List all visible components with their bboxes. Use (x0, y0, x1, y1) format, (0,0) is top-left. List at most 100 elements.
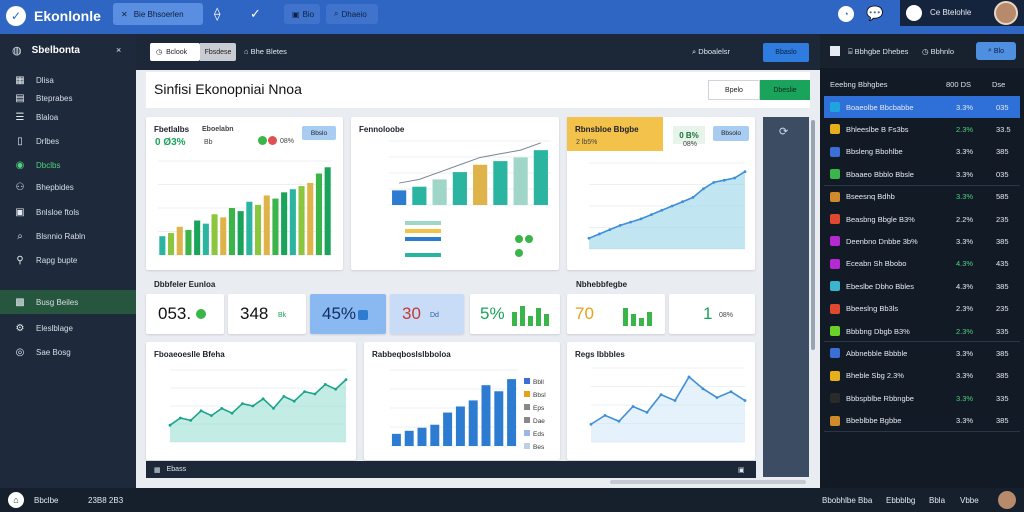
rpanel-row[interactable]: Deenbno Dnbbe 3b% 3.3% 385 (824, 230, 1020, 252)
rpanel-row-name: Abbnebble Bbbble (846, 348, 908, 358)
kpi-card-3[interactable]: 45% (310, 294, 386, 334)
vertical-scrollbar[interactable] (811, 120, 815, 350)
card-sub: 2 lb5% (576, 139, 598, 146)
rpanel-row[interactable]: Bbsleng Bbohlbe 3.3% 385 (824, 141, 1020, 163)
rpanel-row[interactable]: Bbbbng Dbgb B3% 2.3% 335 (824, 320, 1020, 342)
card-pct: 08% (280, 138, 295, 145)
bar (237, 211, 244, 255)
data-point (303, 390, 306, 393)
asset-icon (830, 214, 840, 224)
app-logo-icon[interactable]: ✓ (6, 6, 26, 26)
bottom-r3[interactable]: Bbla (929, 496, 946, 505)
sidebar-item-9[interactable]: ▩ Busg Beiles (0, 290, 136, 314)
rpanel-row[interactable]: Bheble Sbg 2.3% 3.3% 385 (824, 365, 1020, 387)
bar (443, 412, 453, 446)
area-fill (589, 171, 745, 249)
page-header: Sinfisi Ekonopniai Nnoa Bpelo Dbeslie (146, 72, 810, 108)
rpanel-row-name: Boaeolbe Bbcbabbe (846, 102, 914, 112)
sidebar-item-4[interactable]: ◉ Dbclbs (15, 159, 61, 171)
data-point (660, 208, 664, 212)
bar (494, 391, 504, 446)
rpanel-button[interactable]: ⌕ Blo (976, 42, 1016, 60)
card-bottom-1: Fboaeoeslle Bfeha (146, 342, 356, 460)
graph-icon[interactable]: ⟠ (214, 6, 221, 21)
rpanel-row-value: 3.3% (956, 393, 974, 403)
rpanel-row[interactable]: Bbeblbbe Bgbbe 3.3% 385 (824, 410, 1020, 432)
horizontal-scrollbar[interactable] (610, 480, 806, 484)
rpanel-row-name: Bseesnq Bdhb (846, 192, 895, 202)
bar (324, 167, 331, 255)
bar (194, 220, 201, 255)
bar (202, 223, 209, 255)
sidebar-item-10[interactable]: ⚙ Eleslblage (15, 322, 73, 334)
rpanel-row[interactable]: Bbaaeo Bbblo Bbsle 3.3% 035 (824, 163, 1020, 185)
secondary-button[interactable]: Bpelo (708, 80, 760, 100)
folder-icon: ▩ (15, 296, 25, 308)
bar (417, 427, 427, 446)
rpanel-row-value2: 385 (996, 147, 1009, 157)
data-point (670, 204, 674, 208)
nav-button-3[interactable]: ⌕ Dhaeio (326, 4, 378, 24)
data-point (681, 200, 684, 204)
sub-link[interactable]: ⌂ Bhe Bletes (244, 47, 287, 56)
rpanel-row-value2: 385 (996, 348, 1009, 358)
rpanel-row-value2: 385 (996, 236, 1009, 246)
clock-icon: ◷ (156, 49, 163, 56)
chat-icon[interactable]: 💬 (866, 5, 884, 21)
primary-button[interactable]: Dbeslie (760, 80, 810, 100)
sidebar-item-11[interactable]: ◎ Sae Bosg (15, 346, 71, 358)
rpanel-row[interactable]: Boaeolbe Bbcbabbe 3.3% 035 (824, 96, 1020, 118)
rpanel-row[interactable]: Bbbspblbe Rbbngbe 3.3% 335 (824, 387, 1020, 409)
rpanel-row-value2: 035 (996, 169, 1009, 179)
user-area[interactable]: Ce Btelohle (900, 0, 1024, 26)
rpanel-row[interactable]: Bbeeslng Bb3ls 2.3% 235 (824, 298, 1020, 320)
check-icon[interactable]: ✓ (250, 6, 261, 21)
rpanel-row[interactable]: Beasbng Bbgle B3% 2.2% 235 (824, 208, 1020, 230)
sidebar-item-3[interactable]: ▯ Drlbes (0, 131, 136, 151)
bar (404, 430, 414, 446)
rpanel-row-name: Bhleeslbe B Fs3bs (846, 124, 909, 134)
rpanel-row-value: 3.3% (956, 416, 974, 426)
bottom-r2[interactable]: Ebbblbg (886, 496, 916, 505)
kpi-card-4[interactable]: 30 Dd (390, 294, 464, 334)
sidebar-item-5[interactable]: ⚇ Bhepbides (15, 181, 74, 193)
bar (272, 198, 279, 255)
avatar-small[interactable] (998, 491, 1016, 509)
tab-files[interactable]: Fbsdese (200, 43, 236, 61)
rpanel-row-value2: 335 (996, 393, 1009, 403)
rpanel-row[interactable]: Abbnebble Bbbble 3.3% 385 (824, 342, 1020, 364)
rpanel-row[interactable]: Ebeslbe Dbho Bbles 4.3% 385 (824, 275, 1020, 297)
expand-icon[interactable]: ▣ (738, 466, 745, 474)
sidebar-item-2[interactable]: ☰ Blaloa (15, 111, 59, 123)
side-scroll-panel[interactable]: ⟳ (763, 117, 809, 477)
refresh-icon[interactable]: ⟳ (779, 126, 789, 138)
bar-chart-1 (158, 160, 332, 256)
tab-clock[interactable]: ◷ Bclook (150, 43, 200, 61)
right-panel: ⌸ Bbhgbe Dhebes ◷ Bbhnlo ⌕ Blo Eeebng Bbh… (820, 34, 1024, 488)
sidebar-item-6[interactable]: ▣ Bnlsloe ftols (15, 206, 80, 218)
status-dot-icon (258, 136, 267, 145)
rpanel-row[interactable]: Eceabn Sh Bbobo 4.3% 435 (824, 253, 1020, 275)
rpanel-row[interactable]: Bhleeslbe B Fs3bs 2.3% 33.5 (824, 118, 1020, 140)
sidebar-item-0[interactable]: ▦ Dlisa (15, 74, 54, 86)
app-mini-icon[interactable]: ⌂ (8, 492, 24, 508)
rpanel-row[interactable]: Bseesnq Bdhb 3.3% 585 (824, 186, 1020, 208)
bottom-r1[interactable]: Bbobhlbe Bba (822, 496, 873, 505)
bottom-bar: ⌂ Bbclbe 23B8 2B3 Bbobhlbe Bba Ebbblbg B… (0, 488, 1024, 512)
rpanel-row-value: 2.2% (956, 214, 974, 224)
nav-button-1[interactable]: ✕ Bie Bhsoerlen (113, 3, 203, 25)
avatar[interactable] (994, 1, 1018, 25)
kpi6-mini-bars (623, 308, 652, 326)
bottom-r4[interactable]: Vbbe (960, 496, 979, 505)
user-label: Ce Btelohle (930, 8, 972, 17)
subbar-action-button[interactable]: Bbaslo (763, 43, 809, 62)
card-button[interactable]: Bbslo (302, 126, 336, 140)
sidebar-close-button[interactable]: × (116, 45, 122, 55)
sidebar-item-8[interactable]: ⚲ Rapg bupte (0, 250, 136, 270)
sidebar-item-1[interactable]: ▤ Bteprabes (15, 92, 73, 104)
sidebar-item-7[interactable]: ⌕ Blsnnio Rabln (0, 226, 136, 246)
subbar-search[interactable]: ⌕ Dboalelsr (692, 47, 730, 56)
card-button[interactable]: Bbsolo (713, 126, 749, 141)
notification-icon[interactable]: ◔ (838, 6, 854, 22)
nav-button-2[interactable]: ▣ Bio (284, 4, 320, 24)
